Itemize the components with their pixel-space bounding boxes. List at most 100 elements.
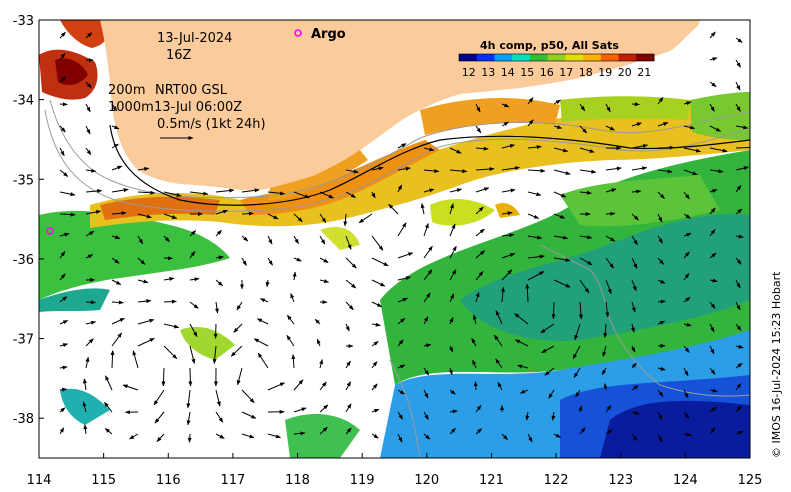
velocity-arrow bbox=[343, 213, 348, 227]
velocity-arrow bbox=[371, 361, 378, 369]
velocity-arrow bbox=[163, 299, 177, 304]
velocity-arrow bbox=[241, 433, 255, 439]
velocity-arrow bbox=[104, 428, 113, 435]
velocity-arrow bbox=[319, 359, 324, 369]
velocity-arrow bbox=[267, 213, 279, 220]
velocity-arrow bbox=[153, 389, 165, 406]
velocity-arrow bbox=[497, 381, 503, 391]
velocity-arrow bbox=[293, 235, 299, 245]
velocity-arrow bbox=[371, 340, 379, 347]
velocity-arrow bbox=[631, 235, 638, 246]
velocity-arrow bbox=[657, 257, 665, 265]
velocity-arrow bbox=[575, 389, 581, 398]
velocity-arrow bbox=[501, 103, 510, 108]
velocity-arrow bbox=[319, 191, 334, 199]
velocity-arrow bbox=[59, 387, 68, 392]
velocity-arrow bbox=[59, 125, 66, 133]
velocity-arrow bbox=[501, 233, 515, 238]
velocity-arrow bbox=[423, 367, 430, 376]
velocity-arrow bbox=[735, 362, 743, 369]
velocity-arrow bbox=[553, 235, 569, 240]
velocity-arrow bbox=[189, 301, 199, 309]
velocity-arrow bbox=[553, 169, 571, 175]
velocity-arrow bbox=[293, 257, 302, 262]
x-tick-label: 117 bbox=[220, 473, 245, 488]
velocity-arrow bbox=[163, 323, 180, 329]
velocity-arrow bbox=[735, 125, 749, 130]
velocity-arrow bbox=[189, 230, 197, 237]
velocity-arrow bbox=[709, 278, 718, 283]
velocity-arrow bbox=[85, 254, 94, 259]
velocity-arrow bbox=[111, 235, 121, 240]
velocity-arrow bbox=[241, 235, 249, 242]
velocity-arrow bbox=[85, 210, 102, 215]
velocity-arrow bbox=[501, 269, 513, 281]
velocity-arrow bbox=[111, 279, 122, 286]
velocity-arrow bbox=[259, 298, 269, 303]
velocity-arrow bbox=[631, 213, 639, 221]
velocity-arrow bbox=[371, 279, 386, 287]
velocity-arrow bbox=[527, 433, 533, 443]
velocity-arrow bbox=[129, 433, 139, 440]
velocity-arrow bbox=[214, 301, 219, 314]
velocity-arrow bbox=[59, 343, 69, 348]
velocity-arrow bbox=[657, 433, 663, 443]
velocity-arrow bbox=[683, 251, 690, 259]
velocity-arrow bbox=[110, 350, 115, 369]
velocity-arrow bbox=[735, 145, 750, 150]
velocity-arrow bbox=[544, 367, 555, 376]
velocity-arrow bbox=[59, 251, 66, 259]
colorbar-swatch bbox=[547, 54, 566, 61]
velocity-arrow bbox=[475, 206, 484, 215]
velocity-arrow bbox=[215, 209, 229, 215]
velocity-arrow bbox=[397, 222, 407, 237]
velocity-arrow bbox=[657, 299, 666, 304]
velocity-arrow bbox=[267, 433, 281, 439]
y-tick-label: -34 bbox=[13, 94, 34, 109]
velocity-arrow bbox=[104, 401, 113, 413]
velocity-arrow bbox=[186, 411, 191, 426]
velocity-arrow bbox=[709, 367, 716, 375]
velocity-arrow bbox=[735, 405, 742, 413]
velocity-arrow bbox=[631, 345, 636, 353]
velocity-arrow bbox=[163, 345, 178, 360]
colorbar-tick-label: 14 bbox=[501, 66, 515, 79]
velocity-arrow bbox=[657, 97, 664, 105]
velocity-arrow bbox=[735, 185, 742, 193]
velocity-arrow bbox=[709, 345, 715, 355]
depth-contours bbox=[44, 99, 750, 458]
velocity-arrow bbox=[111, 257, 120, 264]
current-streamline bbox=[109, 124, 750, 206]
y-axis: -33 -34 -35 -36 -37 -38 bbox=[13, 14, 44, 427]
velocity-arrow bbox=[154, 411, 165, 424]
velocity-arrow bbox=[605, 301, 610, 318]
velocity-arrow bbox=[683, 213, 691, 219]
velocity-arrow bbox=[188, 367, 193, 387]
velocity-arrow bbox=[186, 389, 191, 409]
velocity-arrow bbox=[345, 301, 354, 311]
argo-label: Argo bbox=[311, 27, 346, 42]
velocity-arrow bbox=[59, 212, 76, 217]
velocity-arrow bbox=[397, 143, 407, 149]
velocity-arrow bbox=[371, 433, 379, 439]
velocity-arrow bbox=[735, 257, 742, 265]
velocity-arrow bbox=[345, 427, 352, 435]
colorbar-tick-label: 21 bbox=[637, 66, 651, 79]
map-hour: 16Z bbox=[166, 48, 192, 63]
velocity-arrow bbox=[137, 167, 150, 171]
velocity-arrow bbox=[631, 143, 648, 149]
velocity-arrow bbox=[735, 383, 742, 391]
velocity-arrow bbox=[137, 279, 149, 284]
velocity-arrow bbox=[397, 317, 406, 325]
velocity-arrow bbox=[241, 257, 247, 266]
velocity-arrow bbox=[553, 279, 571, 288]
velocity-arrow bbox=[319, 235, 326, 245]
velocity-arrow bbox=[105, 375, 113, 391]
velocity-arrow bbox=[579, 235, 593, 240]
velocity-arrow bbox=[579, 257, 593, 266]
velocity-arrow bbox=[514, 313, 529, 325]
velocity-arrow bbox=[290, 293, 295, 303]
velocity-arrow bbox=[111, 332, 123, 347]
velocity-arrow bbox=[397, 297, 408, 303]
velocity-arrow bbox=[574, 323, 581, 341]
